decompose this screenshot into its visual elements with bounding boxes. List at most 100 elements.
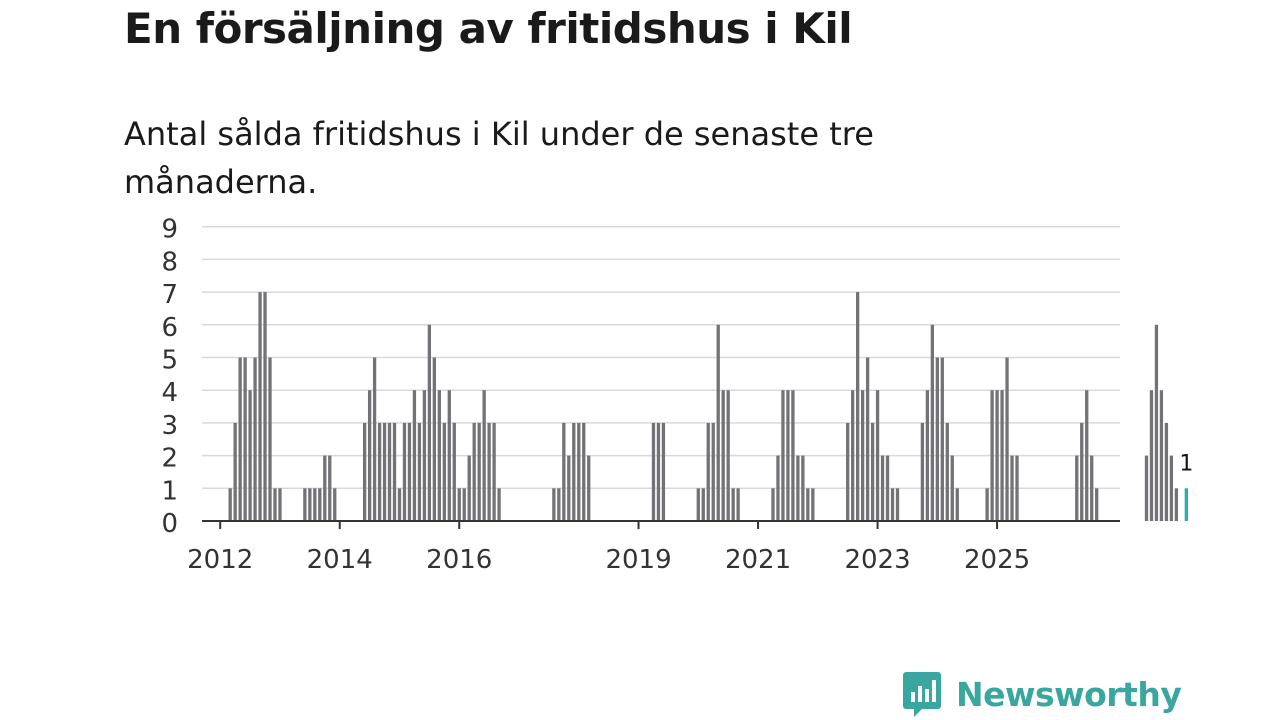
y-tick-label: 1 bbox=[161, 476, 178, 506]
bar bbox=[577, 422, 581, 521]
bar bbox=[562, 422, 566, 521]
bar bbox=[1010, 455, 1014, 521]
bar bbox=[243, 357, 247, 521]
bar bbox=[736, 488, 740, 521]
bar bbox=[318, 488, 322, 521]
bar bbox=[726, 390, 730, 521]
bar bbox=[303, 488, 307, 521]
bar bbox=[333, 488, 337, 521]
bar bbox=[945, 422, 949, 521]
y-tick-label: 4 bbox=[161, 378, 178, 408]
bar bbox=[930, 324, 934, 521]
bar bbox=[1085, 390, 1089, 521]
bar bbox=[731, 488, 735, 521]
bar bbox=[1149, 390, 1154, 521]
bar bbox=[477, 422, 481, 521]
newsworthy-logo: Newsworthy bbox=[902, 670, 1182, 718]
y-tick-label: 0 bbox=[161, 509, 178, 539]
y-tick-label: 9 bbox=[161, 215, 178, 245]
bar bbox=[955, 488, 959, 521]
x-tick-label: 2021 bbox=[725, 545, 791, 575]
bar bbox=[412, 390, 417, 521]
bar bbox=[442, 422, 446, 521]
bar bbox=[228, 488, 232, 521]
bar bbox=[856, 292, 860, 521]
bar bbox=[711, 422, 715, 521]
bar bbox=[362, 422, 367, 521]
bar bbox=[467, 455, 471, 521]
bar bbox=[402, 422, 407, 521]
x-tick-label: 2023 bbox=[844, 545, 910, 575]
bar bbox=[885, 455, 890, 521]
bar bbox=[452, 422, 456, 521]
bar bbox=[950, 455, 954, 521]
bar bbox=[851, 390, 855, 521]
bar bbox=[407, 422, 412, 521]
bar bbox=[721, 390, 725, 521]
bar bbox=[377, 422, 382, 521]
bar bbox=[811, 488, 815, 521]
bar bbox=[1164, 422, 1169, 521]
bar bbox=[1174, 488, 1179, 521]
bar bbox=[472, 422, 476, 521]
bar bbox=[1095, 488, 1099, 521]
bar bbox=[860, 390, 865, 521]
bar bbox=[582, 422, 586, 521]
bar bbox=[432, 357, 436, 521]
bar bbox=[1075, 455, 1079, 521]
bar bbox=[781, 390, 785, 521]
bar bbox=[397, 488, 402, 521]
bar bbox=[382, 422, 387, 521]
bar bbox=[1184, 488, 1188, 521]
bar bbox=[253, 357, 257, 521]
bar bbox=[940, 357, 944, 521]
bar bbox=[572, 422, 576, 521]
bar bbox=[806, 488, 810, 521]
bar bbox=[786, 390, 790, 521]
bar bbox=[278, 488, 282, 521]
bar bbox=[651, 422, 656, 521]
bar bbox=[801, 455, 805, 521]
bar bbox=[422, 390, 427, 521]
bar bbox=[1090, 455, 1094, 521]
bar bbox=[1005, 357, 1009, 521]
bar bbox=[447, 390, 451, 521]
bar bbox=[656, 422, 661, 521]
bar bbox=[696, 488, 700, 521]
bar bbox=[771, 488, 775, 521]
bar bbox=[776, 455, 780, 521]
chart-subtitle: Antal sålda fritidshus i Kil under de se… bbox=[124, 115, 874, 201]
bar bbox=[437, 390, 441, 521]
bar bbox=[387, 422, 392, 521]
bar bbox=[870, 422, 875, 521]
bar bbox=[268, 357, 272, 521]
bar bbox=[367, 390, 372, 521]
bar bbox=[552, 488, 556, 521]
y-tick-label: 8 bbox=[161, 247, 178, 277]
bar bbox=[875, 390, 880, 521]
bar bbox=[796, 455, 800, 521]
y-tick-label: 3 bbox=[161, 411, 178, 441]
bar bbox=[328, 455, 332, 521]
bar bbox=[925, 390, 930, 521]
bar bbox=[935, 357, 939, 521]
x-tick-label: 2012 bbox=[187, 545, 253, 575]
bar bbox=[372, 357, 377, 521]
y-tick-label: 6 bbox=[161, 313, 178, 343]
bar bbox=[238, 357, 242, 521]
x-tick-label: 2025 bbox=[964, 545, 1030, 575]
y-tick-label: 2 bbox=[161, 444, 178, 474]
bar bbox=[920, 422, 925, 521]
x-tick-label: 2014 bbox=[307, 545, 373, 575]
bar bbox=[895, 488, 900, 521]
bar bbox=[865, 357, 870, 521]
bar bbox=[880, 455, 885, 521]
bar bbox=[990, 390, 994, 521]
bar bbox=[482, 390, 486, 521]
x-tick-label: 2016 bbox=[426, 545, 492, 575]
bar bbox=[457, 488, 461, 521]
bar bbox=[985, 488, 989, 521]
newsworthy-logo-text: Newsworthy bbox=[956, 674, 1182, 714]
last-value-label: 1 bbox=[1179, 451, 1193, 476]
